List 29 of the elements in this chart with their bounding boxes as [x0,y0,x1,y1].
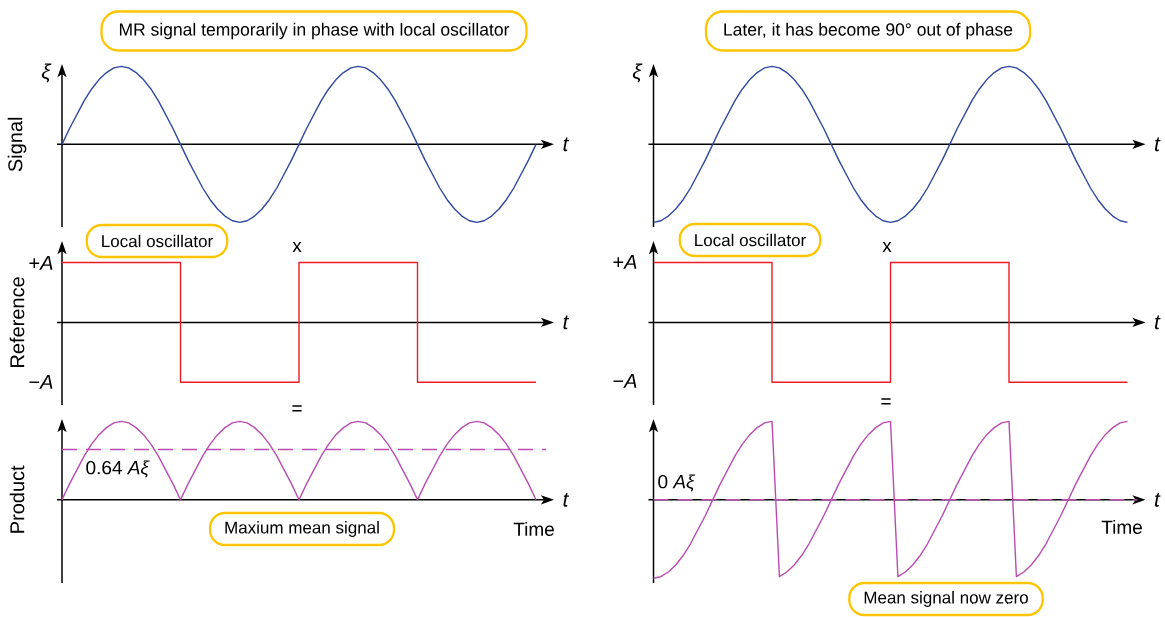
chart-title: Later, it has become 90° out of phase [724,22,1013,40]
text: −A [29,375,53,389]
text: = [292,405,302,412]
text: +A [29,256,53,270]
x-axis-title: t [563,315,570,330]
y-axis-title: Signal [7,117,27,172]
text: = [881,398,891,405]
text: x [292,241,302,253]
text: ξ [41,63,52,83]
text: Maxium mean signal [225,521,379,537]
text: Mean signal now zero [864,591,1028,607]
chart-title: MR signal temporarily in phase with local oscillator [119,22,510,40]
text: ξ [632,63,643,83]
text: Local oscillator [102,234,213,248]
y-axis-title: Product [9,465,25,533]
text: −A [613,374,637,388]
ref-line-label: 0.64 Aξ [86,460,150,478]
text: x [882,241,892,253]
x-axis-title: t [563,137,570,152]
x-axis-title: t [1155,137,1161,152]
text: +A [613,255,637,269]
annotation: Time [1101,520,1142,534]
text: Time [513,522,554,536]
x-axis-title: t [1155,492,1161,507]
ref-line-label: 0 Aξ [658,474,696,492]
text: Local oscillator [695,233,806,247]
y-axis-title: Reference [9,277,25,367]
x-axis-title: t [563,492,570,507]
x-axis-title: t [1155,315,1161,330]
